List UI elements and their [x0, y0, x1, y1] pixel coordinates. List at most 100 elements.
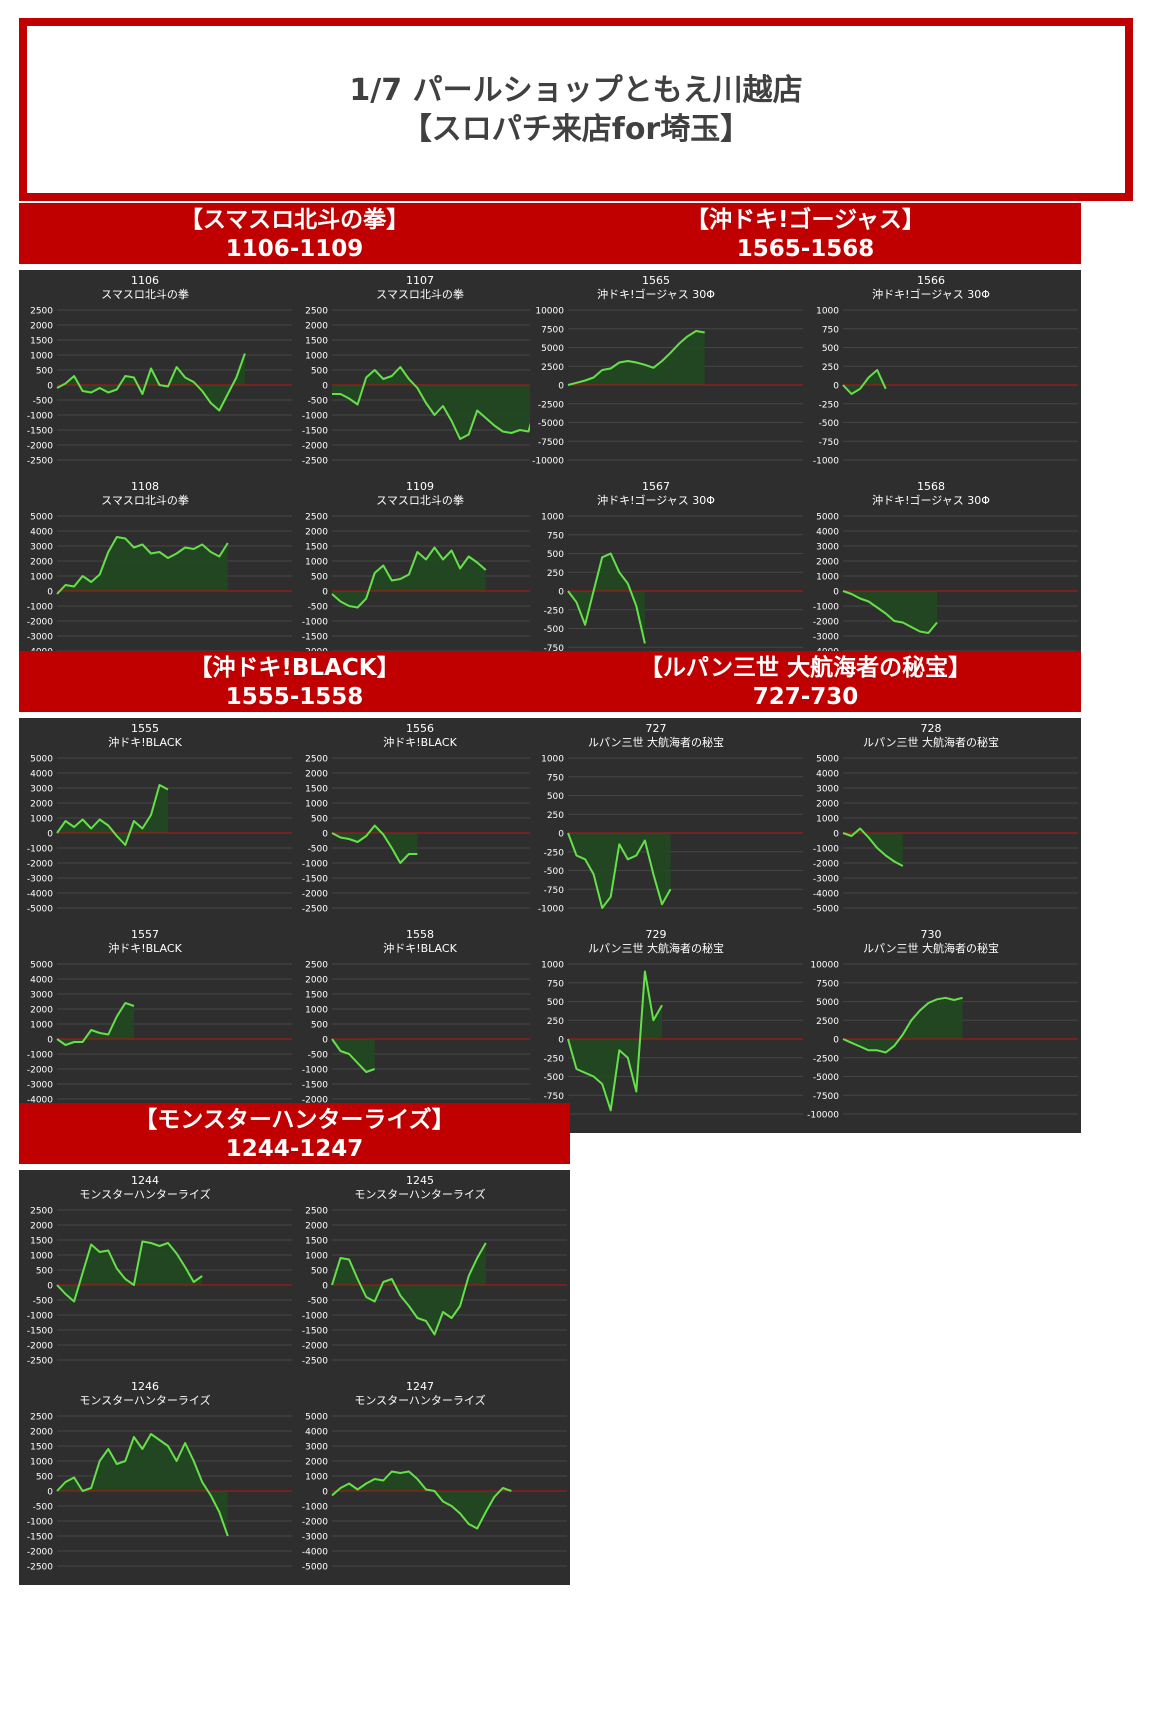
- page-subtitle: 【スロパチ来店for埼玉】: [401, 111, 751, 147]
- data-line: [842, 827, 904, 867]
- chart-machine-number: 1106: [131, 274, 159, 287]
- area-fill: [57, 1241, 203, 1302]
- y-tick-label: 5000: [816, 998, 839, 1008]
- y-tick-label: 1000: [305, 352, 328, 362]
- area-fill: [57, 1003, 134, 1045]
- chart-title: 沖ドキ!ゴージャス 30Φ: [597, 287, 715, 301]
- y-tick-label: -1000: [302, 618, 328, 628]
- title-box: 1/7 パールショップともえ川越店 【スロパチ来店for埼玉】: [19, 18, 1133, 201]
- y-tick-label: 7500: [541, 325, 564, 335]
- chart-machine-number: 1245: [406, 1174, 434, 1187]
- area-fill: [57, 1434, 228, 1536]
- y-tick-label: -1500: [302, 427, 328, 437]
- chart-machine-number: 1566: [917, 274, 945, 287]
- y-tick-label: -1000: [27, 603, 53, 613]
- y-tick-label: 0: [47, 1282, 53, 1292]
- chart-machine-number: 1568: [917, 480, 945, 493]
- y-tick-label: 500: [36, 1267, 53, 1277]
- y-tick-label: 3000: [30, 785, 53, 795]
- y-tick-label: -1000: [27, 1518, 53, 1528]
- chart-panel: 727 ルパン三世 大航海者の秘宝 1000 750 500 250 0 -250 -500 -7…: [530, 718, 1081, 1133]
- y-tick-label: 2000: [305, 1458, 328, 1468]
- y-tick-label: 0: [322, 1488, 328, 1498]
- data-line: [331, 1470, 512, 1530]
- y-tick-label: 500: [311, 1267, 328, 1277]
- y-tick-label: 0: [558, 830, 564, 840]
- y-tick-label: 4000: [30, 770, 53, 780]
- y-tick-label: -2500: [302, 457, 328, 467]
- y-tick-label: -1500: [27, 427, 53, 437]
- y-tick-label: -250: [819, 400, 840, 410]
- chart-title: スマスロ北斗の拳: [376, 287, 464, 301]
- y-tick-label: 0: [833, 382, 839, 392]
- y-tick-label: 500: [311, 1021, 328, 1031]
- y-tick-label: 4000: [816, 528, 839, 538]
- y-tick-label: -2000: [27, 1548, 53, 1558]
- y-tick-label: -500: [544, 867, 565, 877]
- y-tick-label: -1000: [27, 845, 53, 855]
- y-tick-label: 1000: [305, 1473, 328, 1483]
- y-tick-label: -1000: [27, 412, 53, 422]
- y-tick-label: 2500: [305, 755, 328, 765]
- y-tick-label: 1500: [30, 1237, 53, 1247]
- y-tick-label: 1000: [816, 573, 839, 583]
- y-tick-label: -1500: [302, 633, 328, 643]
- y-tick-label: -2000: [27, 1066, 53, 1076]
- section-range: 1565-1568: [736, 236, 875, 262]
- y-tick-label: 0: [833, 588, 839, 598]
- area-fill: [332, 367, 537, 439]
- y-tick-label: -2000: [302, 1096, 328, 1106]
- y-tick-label: 500: [547, 792, 564, 802]
- y-tick-label: 500: [822, 344, 839, 354]
- page-title: 1/7 パールショップともえ川越店: [349, 72, 803, 108]
- y-tick-label: -5000: [813, 1073, 839, 1083]
- y-tick-label: 2500: [541, 363, 564, 373]
- y-tick-label: 2000: [30, 1006, 53, 1016]
- section-title: 【沖ドキ!ゴージャス】: [686, 207, 925, 233]
- section-range: 1555-1558: [225, 684, 364, 710]
- y-tick-label: 1000: [541, 513, 564, 523]
- y-tick-label: -1500: [302, 875, 328, 885]
- y-tick-label: -7500: [813, 1092, 839, 1102]
- machine-section: 【ルパン三世 大航海者の秘宝】 727-730 727 ルパン三世 大航海者の秘宝 10…: [530, 651, 1081, 1133]
- y-tick-label: 0: [558, 588, 564, 598]
- machine-chart: 1556沖ドキ!BLACK25002000150010005000-500-10…: [302, 722, 567, 915]
- y-tick-label: 4000: [30, 528, 53, 538]
- y-tick-label: 0: [47, 830, 53, 840]
- y-tick-label: -2000: [27, 860, 53, 870]
- y-tick-label: 0: [322, 1036, 328, 1046]
- chart-machine-number: 1555: [131, 722, 159, 735]
- data-line: [842, 369, 887, 395]
- y-tick-label: -500: [544, 1073, 565, 1083]
- y-tick-label: -2000: [27, 618, 53, 628]
- y-tick-label: -1000: [813, 603, 839, 613]
- section-title: 【沖ドキ!BLACK】: [189, 655, 400, 681]
- y-tick-label: 1500: [30, 1443, 53, 1453]
- y-tick-label: -10000: [532, 457, 564, 467]
- y-tick-label: -2000: [302, 890, 328, 900]
- y-tick-label: -750: [819, 438, 840, 448]
- y-tick-label: -500: [308, 397, 329, 407]
- area-fill: [332, 1243, 486, 1335]
- y-tick-label: -3000: [302, 1533, 328, 1543]
- chart-machine-number: 1567: [642, 480, 670, 493]
- section-title: 【モンスターハンターライズ】: [134, 1107, 455, 1133]
- y-tick-label: -1000: [302, 1503, 328, 1513]
- chart-title: 沖ドキ!ゴージャス 30Φ: [872, 287, 990, 301]
- y-tick-label: -1000: [27, 1312, 53, 1322]
- machine-chart: 1558沖ドキ!BLACK25002000150010005000-500-10…: [302, 928, 567, 1121]
- y-tick-label: -1000: [302, 860, 328, 870]
- area-fill: [843, 591, 937, 633]
- y-tick-label: 1000: [305, 800, 328, 810]
- area-fill: [57, 353, 245, 411]
- y-tick-label: 1500: [305, 1237, 328, 1247]
- y-tick-label: -5000: [813, 905, 839, 915]
- chart-title: スマスロ北斗の拳: [376, 493, 464, 507]
